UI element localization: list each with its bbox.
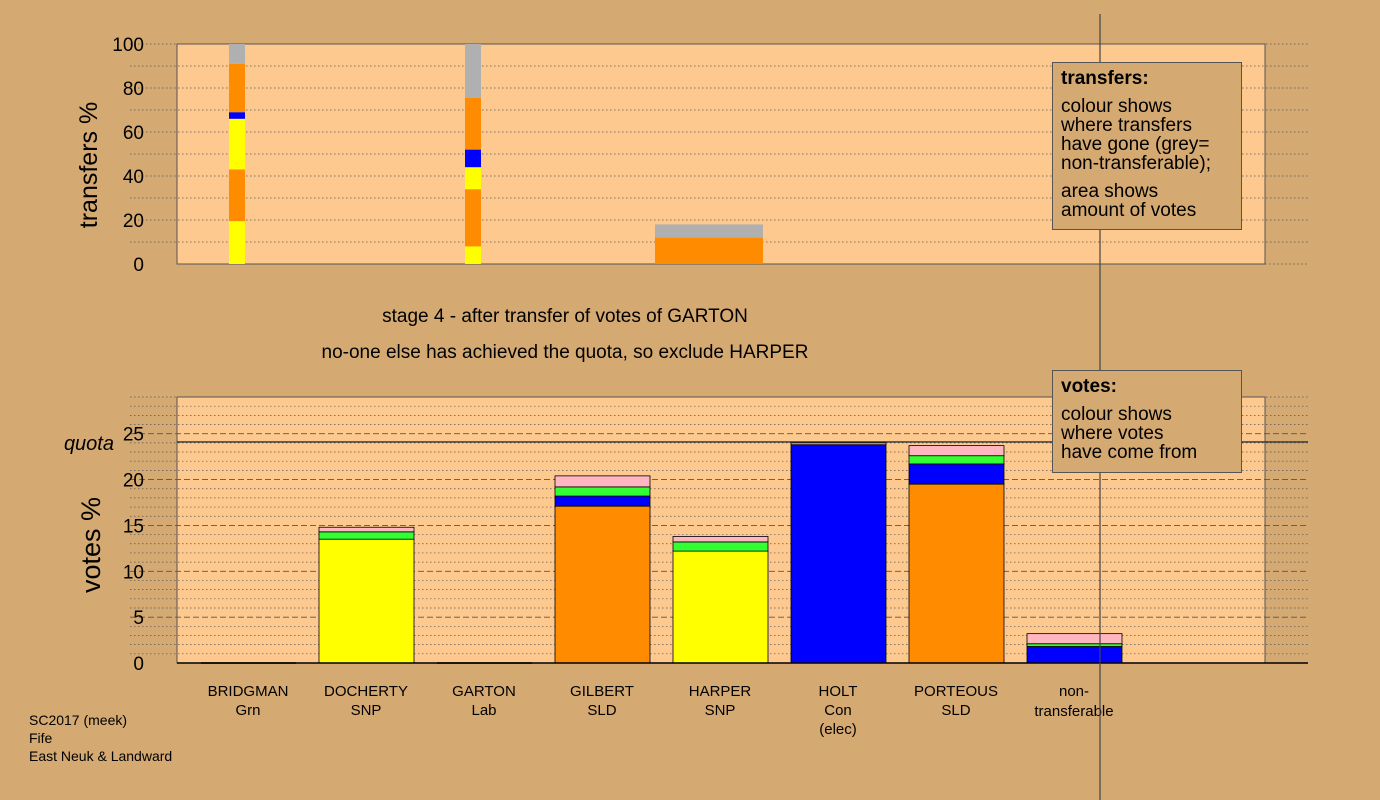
- votes-y-tick-label: 5: [133, 608, 144, 629]
- votes-legend-title: votes:: [1061, 376, 1117, 397]
- transfers-y-axis-label: transfers %: [75, 102, 103, 228]
- votes-legend: votes: colour shows where votes have com…: [1052, 370, 1242, 473]
- vote-segment-porteous-orange: [908, 483, 1005, 664]
- council-name: Fife: [29, 730, 53, 746]
- vote-segment-holt-pink: [790, 442, 887, 446]
- candidate-label-name: non-: [1059, 683, 1089, 700]
- vote-segment-harper-yellow: [672, 550, 769, 664]
- transfer-segment-bridgman-yellow: [229, 118, 245, 170]
- ward-name: East Neuk & Landward: [29, 748, 173, 764]
- candidate-label-party: Con: [824, 702, 852, 719]
- transfer-segment-bridgman-yellow: [229, 221, 245, 264]
- vote-segment-holt-blue: [790, 444, 887, 664]
- stage-caption: stage 4 - after transfer of votes of GAR…: [382, 306, 748, 327]
- election-info: SC2017 (meek) Fife East Neuk & Landward: [29, 711, 172, 765]
- vote-segment-porteous-green: [908, 455, 1005, 465]
- vote-segment-gilbert-pink: [554, 475, 651, 488]
- transfer-segment-garton-blue: [465, 149, 481, 168]
- transfer-segment-garton-yellow: [465, 167, 481, 190]
- transfers-y-tick-label: 80: [123, 79, 144, 100]
- transfer-segment-garton-grey: [465, 44, 481, 98]
- transfers-legend-title: transfers:: [1061, 68, 1149, 89]
- vote-segment-porteous-pink: [908, 445, 1005, 457]
- candidate-label-party: SLD: [941, 702, 970, 719]
- transfers-y-tick-label: 0: [133, 255, 144, 276]
- candidate-label-party: Grn: [235, 702, 260, 719]
- votes-legend-text: colour shows where votes have come from: [1061, 404, 1198, 463]
- vote-segment-non-transferable-green: [1026, 643, 1123, 647]
- vote-segment-gilbert-green: [554, 486, 651, 497]
- transfer-segment-bridgman-orange: [229, 169, 245, 222]
- election-name: SC2017 (meek): [29, 712, 128, 728]
- votes-y-tick-label: 10: [123, 562, 144, 583]
- vote-segment-porteous-blue: [908, 463, 1005, 485]
- transfers-y-tick-label: 60: [123, 123, 144, 144]
- transfers-legend-text-1: colour shows where transfers have gone (…: [1061, 96, 1211, 174]
- vote-segment-harper-green: [672, 541, 769, 552]
- candidate-label-name: GILBERT: [570, 683, 634, 700]
- candidate-label-party: transferable: [1034, 703, 1113, 720]
- votes-y-tick-label: 20: [123, 471, 144, 492]
- vote-segment-gilbert-orange: [554, 505, 651, 664]
- candidate-label-name: BRIDGMAN: [208, 683, 289, 700]
- transfer-segment-bridgman-orange: [229, 63, 245, 113]
- candidate-label-name: PORTEOUS: [914, 683, 998, 700]
- candidate-label-party: Lab: [471, 702, 496, 719]
- vote-segment-docherty-yellow: [318, 538, 415, 664]
- vote-segment-non-transferable-pink: [1026, 633, 1123, 645]
- votes-y-tick-label: 0: [133, 654, 144, 675]
- transfer-segment-bridgman-grey: [229, 44, 245, 64]
- candidate-label-note: (elec): [819, 721, 857, 738]
- candidate-label-name: DOCHERTY: [324, 683, 408, 700]
- transfer-segment-garton-yellow: [465, 246, 481, 264]
- vote-segment-harper-pink: [672, 536, 769, 543]
- votes-y-axis-label: votes %: [76, 497, 106, 593]
- transfers-y-tick-label: 40: [123, 167, 144, 188]
- transfers-y-tick-label: 100: [112, 35, 144, 56]
- transfers-legend-text-2: area shows amount of votes: [1061, 181, 1197, 221]
- candidate-label-name: HARPER: [689, 683, 752, 700]
- quota-label: quota: [64, 433, 114, 455]
- transfers-legend: transfers: colour shows where transfers …: [1052, 62, 1242, 230]
- candidate-label-name: GARTON: [452, 683, 516, 700]
- vote-segment-gilbert-blue: [554, 495, 651, 507]
- vote-segment-docherty-green: [318, 531, 415, 540]
- candidate-label-party: SNP: [351, 702, 382, 719]
- transfer-segment-garton-orange: [465, 97, 481, 150]
- candidate-label-party: SLD: [587, 702, 616, 719]
- vote-segment-docherty-pink: [318, 526, 415, 533]
- vote-segment-non-transferable-blue: [1026, 646, 1123, 664]
- votes-y-tick-label: 25: [123, 425, 144, 446]
- votes-panel: 0 5 10 15 20 25 quota votes % BRIDGMAN Grn DOCH…: [64, 396, 1308, 738]
- transfer-segment-bridgman-blue: [229, 112, 245, 119]
- candidate-label-name: HOLT: [819, 683, 858, 700]
- exclusion-caption: no-one else has achieved the quota, so e…: [321, 342, 809, 363]
- transfer-segment-harper-grey: [655, 224, 763, 238]
- transfer-segment-harper-orange: [655, 237, 763, 264]
- transfers-y-tick-label: 20: [123, 211, 144, 232]
- candidate-label-party: SNP: [705, 702, 736, 719]
- transfer-segment-garton-orange: [465, 189, 481, 247]
- votes-y-tick-label: 15: [123, 516, 144, 537]
